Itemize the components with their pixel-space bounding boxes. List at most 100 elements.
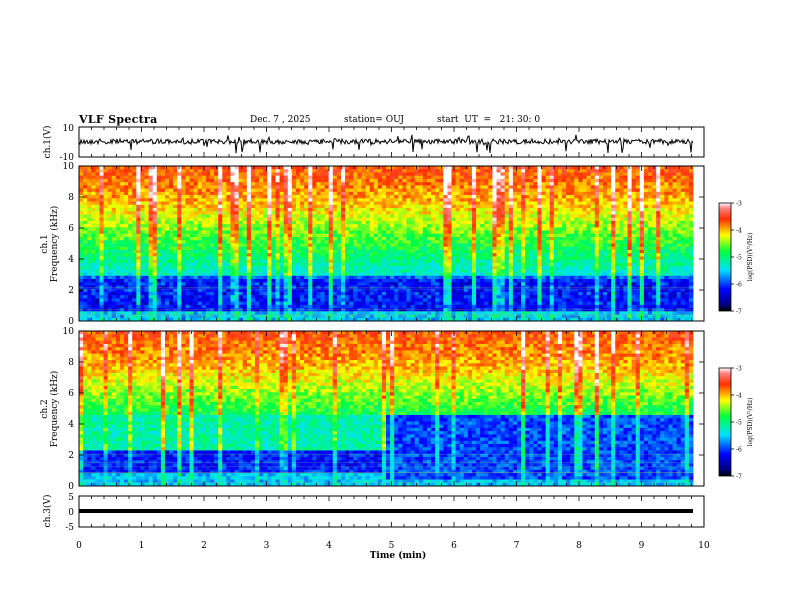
spectrogram-cell	[267, 230, 272, 235]
spectrogram-cell	[320, 182, 325, 186]
spectrogram-cell	[386, 182, 391, 186]
spectrogram-cell	[103, 195, 109, 199]
spectrogram-cell	[578, 185, 583, 190]
spectrogram-cell	[390, 178, 395, 183]
spectrogram-cell	[209, 175, 215, 180]
spectrogram-cell	[361, 240, 366, 244]
spectrogram-cell	[320, 204, 325, 209]
spectrogram-cell	[611, 240, 616, 244]
spectrogram-cell	[451, 240, 456, 244]
spectrogram-cell	[447, 227, 452, 231]
spectrogram-cell	[246, 224, 252, 228]
spectrogram-cell	[672, 195, 678, 199]
spectrogram-cell	[156, 230, 162, 235]
spectrogram-cell	[525, 259, 530, 264]
spectrogram-cell	[205, 166, 211, 170]
spectrogram-cell	[451, 249, 456, 254]
spectrogram-cell	[357, 207, 362, 212]
spectrogram-cell	[189, 227, 195, 231]
spectrogram-cell	[508, 237, 514, 241]
spectrogram-cell	[557, 182, 563, 186]
spectrogram-cell	[480, 198, 485, 202]
spectrogram-cell	[234, 211, 240, 215]
spectrogram-cell	[586, 178, 592, 183]
spectrogram-cell	[275, 240, 280, 244]
spectrogram-cell	[631, 188, 637, 193]
spectrogram-cell	[316, 166, 321, 170]
spectrogram-cell	[115, 243, 121, 248]
spectrogram-cell	[119, 169, 125, 173]
spectrogram-cell	[586, 237, 592, 241]
spectrogram-cell	[193, 249, 199, 254]
spectrogram-cell	[402, 185, 407, 190]
spectrogram-cell	[287, 243, 293, 248]
spectrogram-cell	[345, 220, 350, 225]
spectrogram-cell	[164, 227, 170, 231]
spectrogram-cell	[492, 172, 497, 177]
spectrogram-cell	[328, 220, 334, 225]
spectrogram-cell	[529, 175, 534, 180]
spectrogram-cell	[373, 175, 379, 180]
spectrogram-cell	[471, 249, 477, 254]
spectrogram-cell	[656, 188, 661, 193]
spectrogram-cell	[177, 211, 182, 215]
spectrogram-cell	[492, 259, 497, 264]
spectrogram-cell	[115, 178, 121, 183]
spectrogram-cell	[87, 240, 92, 244]
spectrogram-cell	[562, 227, 567, 231]
spectrogram-cell	[447, 195, 452, 199]
spectrogram-cell	[95, 259, 100, 264]
spectrogram-cell	[435, 211, 440, 215]
spectrogram-cell	[255, 207, 260, 212]
spectrogram-cell	[148, 253, 154, 257]
spectrogram-cell	[373, 188, 379, 193]
spectrogram-cell	[107, 233, 113, 238]
spectrogram-cell	[570, 201, 575, 206]
spectrogram-cell	[455, 243, 461, 248]
spectrogram-cell	[152, 224, 158, 228]
spectrogram-cell	[611, 259, 616, 264]
spectrogram-cell	[144, 266, 149, 270]
spectrogram-cell	[197, 227, 203, 231]
spectrogram-cell	[79, 259, 84, 264]
spectrogram-cell	[115, 172, 121, 177]
spectrogram-cell	[201, 169, 207, 173]
spectrogram-cell	[185, 195, 190, 199]
spectrogram-cell	[631, 195, 637, 199]
spectrogram-cell	[508, 266, 514, 270]
spectrogram-cell	[136, 220, 141, 225]
spectrogram-cell	[160, 243, 166, 248]
spectrogram-cell	[148, 191, 154, 196]
spectrogram-cell	[111, 243, 117, 248]
spectrogram-cell	[79, 227, 84, 231]
spectrogram-cell	[152, 220, 158, 225]
spectrogram-cell	[480, 214, 485, 219]
spectrogram-cell	[504, 237, 510, 241]
spectrogram-cell	[218, 172, 223, 177]
spectrogram-cell	[177, 169, 182, 173]
spectrogram-cell	[516, 220, 522, 225]
spectrogram-cell	[136, 211, 141, 215]
spectrogram-cell	[508, 217, 514, 222]
spectrogram-cell	[148, 243, 154, 248]
spectrogram-cell	[570, 227, 575, 231]
spectrogram-cell	[537, 172, 542, 177]
spectrogram-cell	[144, 227, 149, 231]
spectrogram-cell	[611, 195, 616, 199]
spectrogram-cell	[664, 191, 669, 196]
spectrogram-cell	[340, 269, 346, 273]
spectrogram-cell	[234, 249, 240, 254]
spectrogram-cell	[226, 240, 231, 244]
spectrogram-cell	[324, 269, 330, 273]
spectrogram-cell	[402, 256, 407, 261]
spectrogram-cell	[471, 246, 477, 251]
spectrogram-cell	[668, 230, 673, 235]
spectrogram-cell	[664, 178, 669, 183]
spectrogram-cell	[181, 253, 186, 257]
spectrogram-cell	[529, 253, 534, 257]
spectrogram-cell	[369, 253, 375, 257]
spectrogram-cell	[144, 269, 149, 273]
spectrogram-cell	[545, 188, 551, 193]
spectrogram-cell	[357, 204, 362, 209]
spectrogram-cell	[189, 198, 195, 202]
